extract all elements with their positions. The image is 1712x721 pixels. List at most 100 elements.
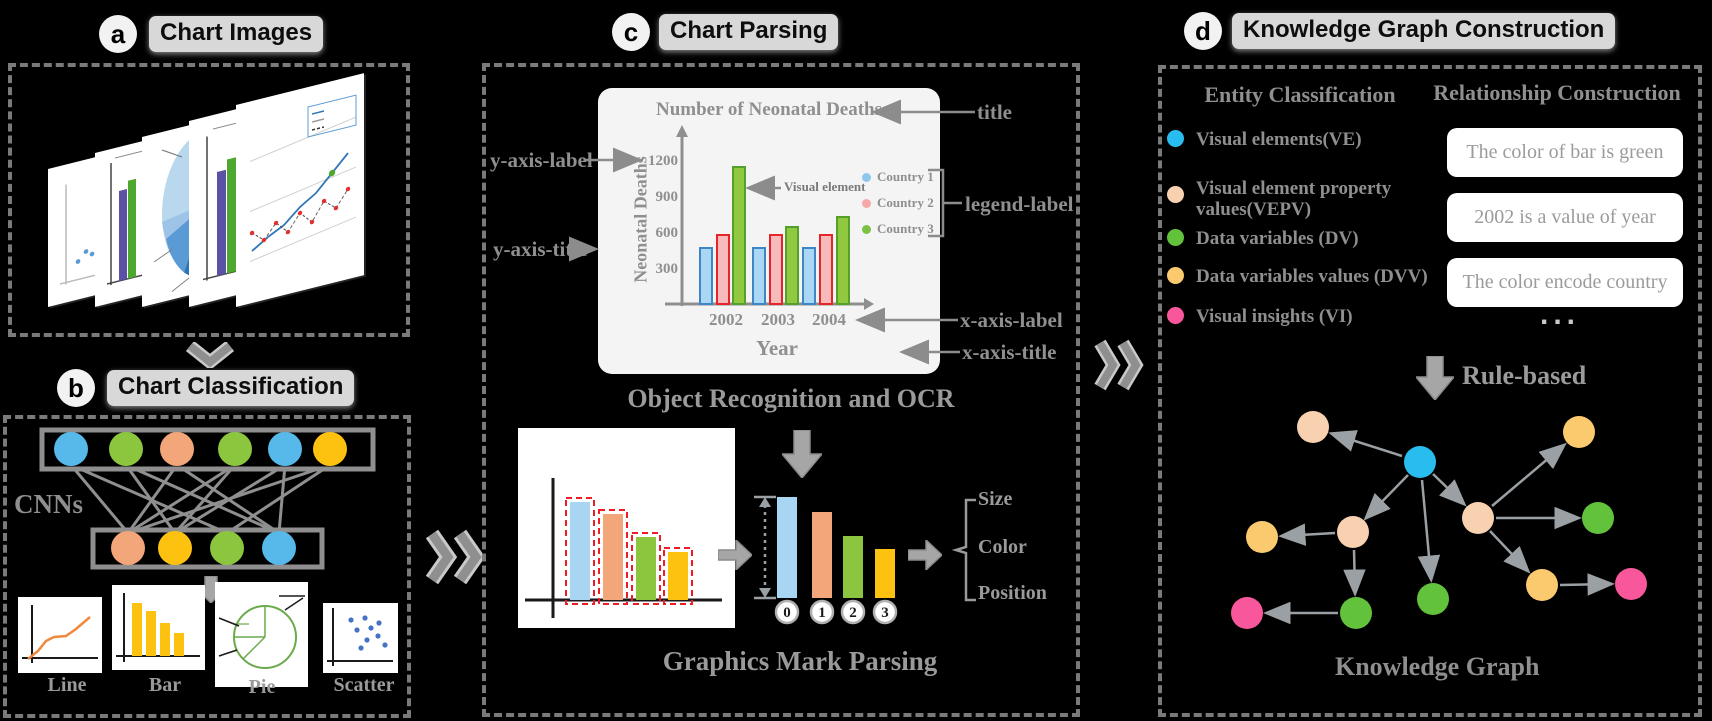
y-tick-600: 600 [656,225,679,241]
section-b-title: Chart Classification [107,370,355,406]
parsed-bar-2 [843,536,863,598]
kg-node-dvv-3 [1526,569,1558,601]
entity-classification-heading: Entity Classification [1204,82,1396,107]
bars-2003 [752,226,799,305]
legend-label-country1: Country 1 [877,169,934,184]
kg-caption: Knowledge Graph [1335,652,1540,681]
section-a-badge-letter: a [110,18,126,49]
section-d-badge: d [1184,12,1222,50]
example-chart-plot: 1200 900 600 300 2002 2003 2004 [648,125,874,329]
chart-classification-box [3,415,411,718]
relationship-box-3: The color encode country [1447,258,1683,307]
down-block-arrow-c-icon [782,430,822,478]
legend-dot-country2 [862,198,871,208]
relationship-text-1: The color of bar is green [1466,141,1664,163]
entity-item-vepv: Visual element property values(VEPV) [1167,178,1414,220]
x-tick-2002: 2002 [709,310,743,329]
section-d-badge-letter: d [1195,15,1211,46]
annotation-x-axis-label: x-axis-label [960,308,1063,332]
section-b-badge-letter: b [68,372,84,403]
entity-item-vi: Visual insights (VI) [1167,306,1353,327]
annotation-arrows [569,99,975,365]
bar-index-1: 1 [818,605,826,621]
type-label-line: Line [47,674,87,696]
pie-chart-icon [218,595,305,669]
mark-detection-card [518,428,735,628]
y-tick-1200: 1200 [648,153,678,169]
cnn-network [39,427,376,570]
cnns-label: CNNs [14,489,84,519]
entity-dot-dvv [1167,267,1184,284]
annotation-title: title [977,100,1012,124]
line-chart-card [18,597,102,673]
bars-2002 [699,166,746,305]
chart-images-box [8,63,410,337]
entity-item-dvv: Data variables values (DVV) [1167,266,1428,287]
flow-chevron-b-c-icon [425,529,486,585]
legend-label-country3: Country 3 [877,221,934,236]
stacked-card-line [236,73,364,307]
pie-chart-card [215,582,308,687]
relationship-text-3: The color encode country [1462,271,1668,293]
entity-item-dv: Data variables (DV) [1167,228,1359,249]
detection-bounding-boxes [565,497,693,605]
bar-chart-card [112,585,205,670]
legend-item-country3: Country 3 [862,221,934,237]
line-chart-icon [22,605,98,663]
type-label-scatter: Scatter [333,674,395,696]
entity-dot-vepv [1167,186,1184,203]
bar-index-badges: 0 1 2 3 [774,599,898,625]
kg-node-dv-3 [1340,597,1372,629]
kg-node-vepv-1 [1297,411,1329,443]
kg-nodes [1231,411,1647,629]
annotation-y-axis-label: y-axis-label [490,148,593,172]
bar-index-0: 0 [783,605,791,621]
properties-brace [951,498,976,602]
legend-label-country2: Country 2 [877,195,934,210]
entity-item-ve: Visual elements(VE) [1167,129,1362,150]
entity-dot-ve [1167,130,1184,147]
type-label-pie: Pie [248,676,276,698]
kg-node-dvv-1 [1563,416,1595,448]
section-c-badge: c [612,13,650,51]
kg-node-vepv-2 [1337,516,1369,548]
entity-dot-vi [1167,307,1184,324]
kg-node-vi-2 [1231,597,1263,629]
rule-based-label: Rule-based [1462,361,1587,390]
nn-input-nodes [54,432,347,466]
parsed-bar-0 [777,497,797,598]
entity-label-dv: Data variables (DV) [1196,228,1359,249]
annotation-visual-element: Visual element [784,179,866,194]
kg-node-vepv-3 [1462,502,1494,534]
y-axis-arrowhead [676,125,688,137]
bars-2004 [802,216,850,305]
entity-label-vi: Visual insights (VI) [1196,306,1353,327]
legend-dot-country1 [862,172,871,182]
kg-node-vi-1 [1615,568,1647,600]
kg-node-dv-1 [1582,502,1614,534]
section-b-badge: b [57,369,95,407]
property-size: Size [978,488,1013,510]
scatter-chart-card [323,603,398,673]
nn-hidden-nodes [111,531,296,565]
mark-detection-chart [525,478,722,618]
mini-line-chart [249,94,357,262]
example-chart-title: Number of Neonatal Deaths [655,99,883,120]
legend-item-country1: Country 1 [862,169,934,185]
scatter-chart-icon [327,608,393,666]
section-a-title: Chart Images [149,16,324,52]
x-tick-2003: 2003 [761,310,795,329]
relationship-box-1: The color of bar is green [1447,128,1683,177]
down-block-arrow-d-icon [1416,356,1454,400]
flow-chevron-c-d-icon [1094,339,1144,391]
parsed-bars: 0 1 2 3 [754,495,898,625]
relationship-box-2: 2002 is a value of year [1447,193,1683,242]
annotation-legend-label: legend-label [965,192,1074,216]
bar-chart-icon [116,593,200,662]
example-chart-x-axis-title: Year [756,336,798,360]
type-label-bar: Bar [148,674,182,696]
knowledge-graph [1231,411,1647,629]
kg-node-dvv-2 [1246,521,1278,553]
ocr-caption: Object Recognition and OCR [627,384,955,413]
